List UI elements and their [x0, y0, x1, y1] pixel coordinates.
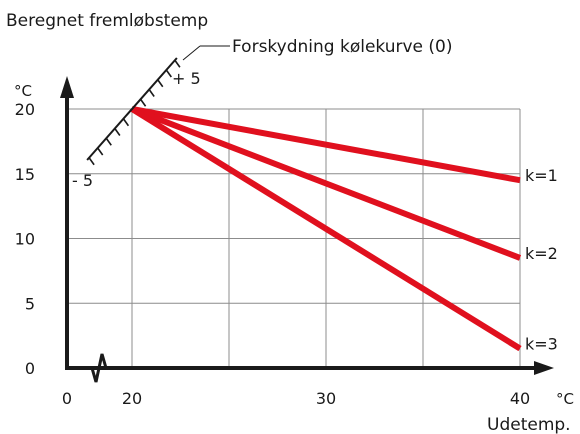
offset-scale-tick — [114, 128, 121, 136]
offset-minus-label: - 5 — [72, 171, 93, 190]
y-axis-arrow — [60, 76, 74, 98]
offset-scale-tick — [97, 147, 104, 156]
offset-scale-tick — [105, 137, 112, 146]
series-label-2: k=2 — [525, 244, 558, 263]
x-tick-label: 0 — [62, 389, 72, 408]
offset-scale-tick — [139, 98, 147, 107]
series-line-3 — [130, 106, 522, 352]
x-tick-label: 30 — [316, 389, 336, 408]
offset-scale-tick — [88, 157, 95, 166]
x-tick-label: 20 — [122, 389, 142, 408]
y-tick-label: 0 — [25, 359, 35, 378]
y-tick-label: 10 — [15, 230, 35, 249]
offset-scale-tick — [174, 59, 181, 68]
offset-scale-line — [86, 57, 178, 161]
series-line-1 — [131, 106, 521, 184]
y-tick-label: 15 — [15, 165, 35, 184]
offset-scale-tick — [122, 118, 130, 127]
chart-title: Beregnet fremløbstemp — [6, 11, 208, 31]
x-tick-label: 40 — [510, 389, 530, 408]
offset-scale-tick — [157, 79, 164, 88]
y-axis-unit: °C — [14, 82, 32, 100]
y-tick-label: 5 — [25, 294, 35, 313]
offset-scale-tick — [148, 89, 155, 97]
offset-scale — [86, 57, 181, 166]
grid — [67, 108, 521, 368]
offset-plus-label: + 5 — [172, 69, 201, 88]
offset-scale-tick — [165, 69, 172, 78]
x-axis-arrow — [534, 361, 554, 375]
series-line-2 — [130, 106, 522, 261]
series-label-1: k=1 — [525, 166, 558, 185]
x-axis-label: Udetemp. — [487, 415, 571, 434]
offset-scale-label: Forskydning kølekurve (0) — [232, 37, 453, 57]
series-label-3: k=3 — [525, 335, 558, 354]
offset-leader-line — [182, 45, 201, 61]
y-tick-label: 20 — [15, 100, 35, 119]
x-axis-unit: °C — [556, 390, 574, 408]
